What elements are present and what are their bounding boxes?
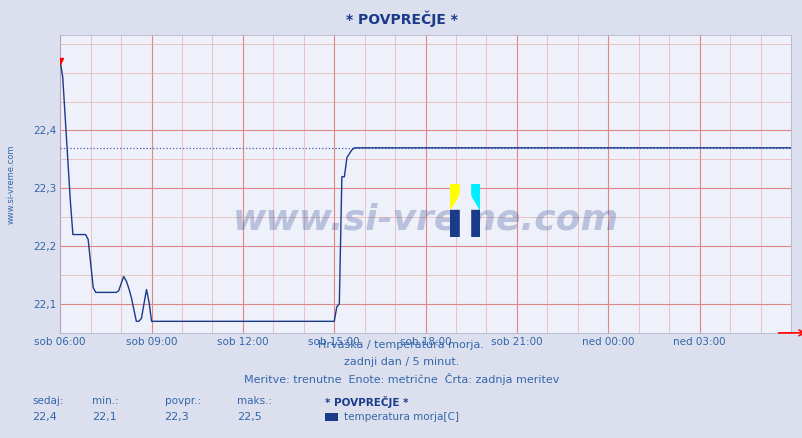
Text: 22,3: 22,3 xyxy=(164,412,189,422)
Text: min.:: min.: xyxy=(92,396,119,406)
Text: 22,4: 22,4 xyxy=(32,412,57,422)
Polygon shape xyxy=(449,210,480,237)
Text: www.si-vreme.com: www.si-vreme.com xyxy=(6,144,15,224)
Text: * POVPREČJE *: * POVPREČJE * xyxy=(325,396,408,408)
Text: povpr.:: povpr.: xyxy=(164,396,200,406)
Text: zadnji dan / 5 minut.: zadnji dan / 5 minut. xyxy=(343,357,459,367)
Text: Hrvaška / temperatura morja.: Hrvaška / temperatura morja. xyxy=(318,339,484,350)
Polygon shape xyxy=(464,184,480,210)
Text: 22,5: 22,5 xyxy=(237,412,261,422)
Text: maks.:: maks.: xyxy=(237,396,272,406)
Text: 22,1: 22,1 xyxy=(92,412,117,422)
Text: temperatura morja[C]: temperatura morja[C] xyxy=(343,412,458,422)
Polygon shape xyxy=(449,184,464,210)
Text: sedaj:: sedaj: xyxy=(32,396,63,406)
Text: * POVPREČJE *: * POVPREČJE * xyxy=(345,11,457,28)
Polygon shape xyxy=(460,184,469,237)
Text: www.si-vreme.com: www.si-vreme.com xyxy=(233,203,618,237)
Text: Meritve: trenutne  Enote: metrične  Črta: zadnja meritev: Meritve: trenutne Enote: metrične Črta: … xyxy=(244,373,558,385)
